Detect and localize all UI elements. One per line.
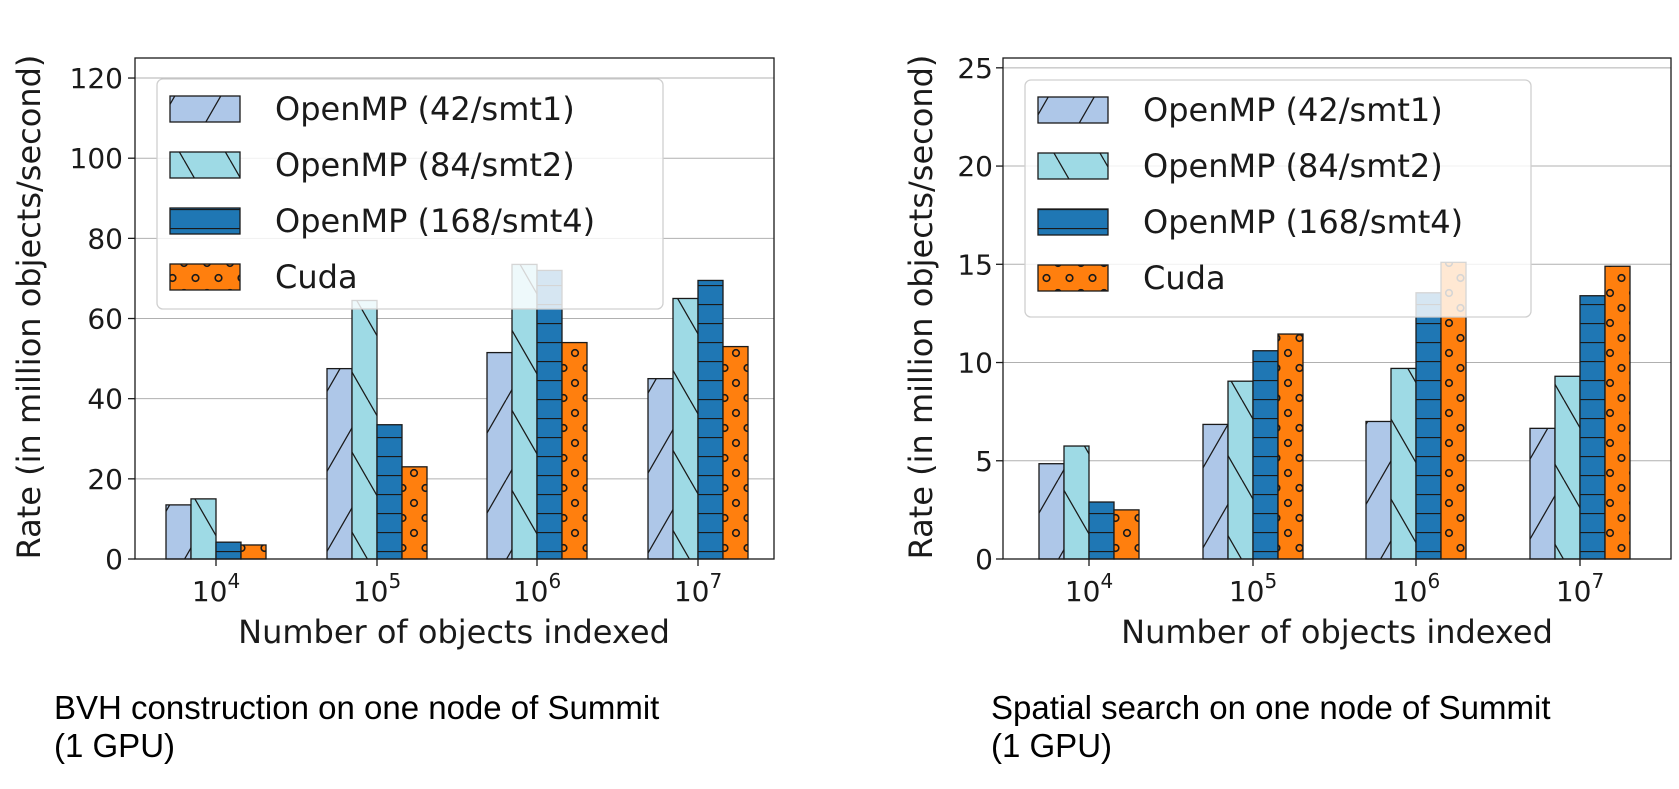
caption-line: BVH construction on one node of Summit xyxy=(54,689,660,726)
y-tick-label: 25 xyxy=(957,52,993,85)
bar-openmp-smt4-hatch xyxy=(215,541,242,560)
legend-label: OpenMP (168/smt4) xyxy=(275,202,595,240)
x-ticks: 104 105 106 107 xyxy=(1065,559,1604,608)
x-tick-label: 105 xyxy=(1229,569,1277,608)
x-axis-label: Number of objects indexed xyxy=(1121,613,1553,651)
bar-openmp-smt4-hatch xyxy=(1579,295,1606,560)
y-tick-label: 20 xyxy=(957,150,993,183)
y-tick-label: 120 xyxy=(70,62,123,95)
x-tick-label: 106 xyxy=(513,569,561,608)
plot-frame xyxy=(134,57,775,560)
bar-openmp-smt4-hatch xyxy=(1088,501,1115,560)
legend-label: Cuda xyxy=(275,258,358,296)
x-tick-label: 105 xyxy=(353,569,401,608)
x-tick-label: 104 xyxy=(192,569,240,608)
bar-openmp-smt1-hatch xyxy=(326,367,353,560)
legend: OpenMP (42/smt1) OpenMP (84/smt2) OpenMP (… xyxy=(1024,79,1532,318)
y-axis-label: Rate (in million objects/second) xyxy=(902,55,940,560)
legend-label: OpenMP (84/smt2) xyxy=(1143,147,1443,185)
y-tick-label: 60 xyxy=(87,303,123,336)
search-chart: 0 5 10 15 20 25 104 105 106 107 Number of object… xyxy=(902,52,1672,651)
legend-swatch-hatch xyxy=(169,207,241,235)
bar-openmp-smt1-hatch xyxy=(1365,420,1392,560)
bar-openmp-smt2-hatch xyxy=(1554,375,1581,560)
bar-cuda-hatch xyxy=(1113,509,1140,560)
x-ticks: 104 105 106 107 xyxy=(192,559,722,608)
bar-openmp-smt2-hatch xyxy=(672,297,699,560)
bar-openmp-smt1-hatch xyxy=(647,377,674,560)
x-tick-label: 107 xyxy=(1556,569,1604,608)
bar-openmp-smt1-hatch xyxy=(165,504,192,560)
legend: OpenMP (42/smt1) OpenMP (84/smt2) OpenMP (… xyxy=(156,78,664,310)
bar-openmp-smt2-hatch xyxy=(190,498,217,560)
bar-openmp-smt2-hatch xyxy=(1063,445,1090,560)
search-caption: Spatial search on one node of Summit (1 … xyxy=(991,689,1551,765)
bar-openmp-smt1-hatch xyxy=(1202,423,1229,560)
bar-openmp-smt4-hatch xyxy=(1415,292,1442,560)
y-tick-label: 10 xyxy=(957,347,993,380)
legend-label: OpenMP (168/smt4) xyxy=(1143,203,1463,241)
y-tick-label: 15 xyxy=(957,248,993,281)
bvh-caption: BVH construction on one node of Summit (… xyxy=(54,689,659,765)
bar-openmp-smt1-hatch xyxy=(486,351,513,560)
bar-openmp-smt4-hatch xyxy=(697,279,724,560)
caption-line: (1 GPU) xyxy=(54,727,176,764)
bar-cuda-hatch xyxy=(561,341,588,560)
legend-swatch-hatch xyxy=(1037,264,1109,292)
y-tick-label: 5 xyxy=(975,445,993,478)
y-tick-label: 0 xyxy=(105,543,123,576)
bar-marks xyxy=(165,263,749,560)
bar-openmp-smt2-hatch xyxy=(1227,380,1254,560)
legend-box xyxy=(1024,79,1532,318)
x-tick-label: 107 xyxy=(674,569,722,608)
y-tick-label: 0 xyxy=(975,543,993,576)
legend-swatch-hatch xyxy=(1037,96,1109,124)
bar-openmp-smt1-hatch xyxy=(1529,427,1556,560)
y-tick-label: 100 xyxy=(70,142,123,175)
bvh-chart: 0 20 40 60 80 100 120 104 105 106 107 Number of o… xyxy=(10,55,775,651)
legend-box xyxy=(156,78,664,310)
x-tick-label: 104 xyxy=(1065,569,1113,608)
caption-line: (1 GPU) xyxy=(991,727,1113,764)
legend-label: Cuda xyxy=(1143,259,1226,297)
bar-openmp-smt4-hatch xyxy=(536,269,563,560)
legend-swatch-hatch xyxy=(1037,152,1109,180)
bar-openmp-smt1-hatch xyxy=(1038,463,1065,560)
bar-cuda-hatch xyxy=(401,466,428,560)
legend-swatch-hatch xyxy=(169,263,241,291)
x-tick-label: 106 xyxy=(1392,569,1440,608)
caption-line: Spatial search on one node of Summit xyxy=(991,689,1551,726)
legend-swatch-hatch xyxy=(169,95,241,123)
plot-frame xyxy=(1002,57,1672,560)
legend-label: OpenMP (84/smt2) xyxy=(275,146,575,184)
legend-label: OpenMP (42/smt1) xyxy=(275,90,575,128)
bar-cuda-hatch xyxy=(722,345,749,560)
bar-openmp-smt2-hatch xyxy=(351,299,378,560)
bar-openmp-smt2-hatch xyxy=(1390,367,1417,560)
y-tick-label: 20 xyxy=(87,463,123,496)
y-ticks: 0 5 10 15 20 25 xyxy=(957,52,1003,576)
bar-openmp-smt4-hatch xyxy=(376,424,403,560)
bar-cuda-hatch xyxy=(1604,265,1631,560)
y-ticks: 0 20 40 60 80 100 120 xyxy=(70,62,135,576)
bar-openmp-smt2-hatch xyxy=(511,263,538,560)
bar-openmp-smt4-hatch xyxy=(1252,350,1279,560)
legend-label: OpenMP (42/smt1) xyxy=(1143,91,1443,129)
legend-swatch-hatch xyxy=(1037,208,1109,236)
y-axis-label: Rate (in million objects/second) xyxy=(10,55,48,560)
legend-swatch-hatch xyxy=(169,151,241,179)
bar-marks xyxy=(1038,261,1631,560)
x-axis-label: Number of objects indexed xyxy=(238,613,670,651)
bar-cuda-hatch xyxy=(1277,333,1304,560)
y-tick-label: 40 xyxy=(87,383,123,416)
bar-cuda-hatch xyxy=(240,544,267,560)
y-tick-label: 80 xyxy=(87,222,123,255)
